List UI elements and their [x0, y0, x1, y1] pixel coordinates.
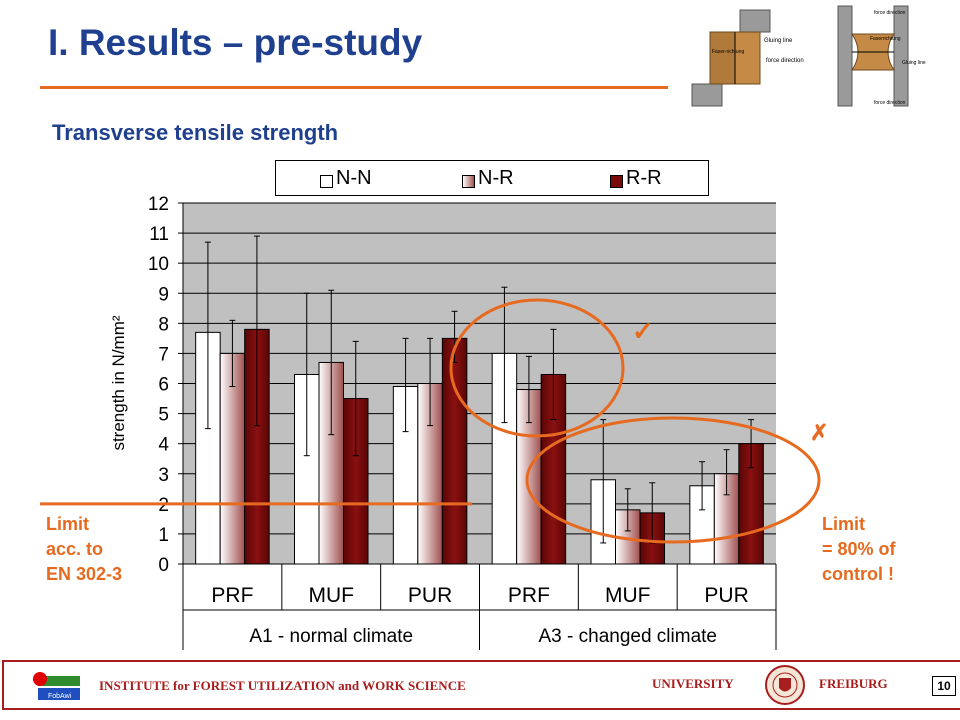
- specimen-diagram-right: force direction Faserrichtung Gluing lin…: [837, 5, 926, 107]
- specimen-diagram-left: Faser-richtung Gluing line force directi…: [691, 9, 804, 107]
- bar: [294, 373, 320, 565]
- y-tick-label: 2: [158, 495, 169, 516]
- y-tick-label: 4: [158, 435, 169, 456]
- legend-swatch-nn: [320, 175, 333, 188]
- diagram-label-gluing-right: Gluing line: [902, 60, 926, 66]
- y-tick-label: 9: [158, 284, 169, 305]
- legend-swatch-rr: [610, 175, 623, 188]
- diagram-label-faser: Faser-richtung: [712, 49, 744, 55]
- limit-right-note: Limit = 80% of control !: [822, 512, 896, 587]
- y-tick-label: 12: [148, 194, 169, 215]
- legend-swatch-nr: [462, 175, 475, 188]
- y-tick-label: 8: [158, 314, 169, 335]
- y-tick-label: 0: [158, 555, 169, 576]
- limit-left-line-1: Limit: [46, 514, 89, 534]
- university-seal-icon: [765, 665, 805, 705]
- diagram-label-faserrichtung: Faserrichtung: [870, 36, 901, 42]
- y-tick-label: 3: [158, 465, 169, 486]
- title-underline: [40, 86, 668, 89]
- group-label: A1 - normal climate: [249, 626, 413, 647]
- diagram-label-force-bottom: force direction: [874, 100, 906, 106]
- limit-left-line-2: acc. to: [46, 539, 104, 559]
- y-tick-label: 10: [148, 254, 169, 275]
- x-tick-label: MUF: [605, 584, 651, 607]
- diagram-label-gluing: Gluing line: [764, 38, 793, 44]
- highlight-ellipse-fail: [525, 416, 821, 544]
- legend-label-nr: N-R: [478, 167, 514, 189]
- limit-left-note: Limit acc. to EN 302-3: [46, 512, 122, 587]
- diagram-label-force: force direction: [766, 58, 804, 64]
- limit-right-line-2: = 80% of: [822, 539, 896, 559]
- fobawi-logo-text: FobAwi: [48, 693, 72, 700]
- x-tick-label: MUF: [309, 584, 355, 607]
- y-tick-label: 6: [158, 375, 169, 396]
- y-tick-label: 1: [158, 525, 169, 546]
- limit-left-line-3: EN 302-3: [46, 564, 123, 584]
- bar: [441, 337, 468, 565]
- limit-right-line-3: control !: [822, 564, 894, 584]
- y-axis-label: strength in N/mm²: [109, 315, 128, 450]
- x-tick-label: PRF: [211, 584, 253, 607]
- limit-right-line-1: Limit: [822, 514, 865, 534]
- highlight-ellipse-pass: [449, 298, 625, 438]
- footer-bar: FobAwi INSTITUTE for FOREST UTILIZATION …: [2, 660, 960, 710]
- y-tick-label: 5: [158, 405, 169, 426]
- x-tick-label: PRF: [508, 584, 550, 607]
- institute-name: INSTITUTE for FOREST UTILIZATION and WOR…: [99, 678, 466, 693]
- cross-mark-icon: ✗: [810, 420, 829, 445]
- page-number: 10: [932, 676, 956, 696]
- diagram-label-force-top: force direction: [874, 10, 906, 16]
- city-label: FREIBURG: [819, 676, 888, 691]
- y-tick-label: 7: [158, 344, 169, 365]
- x-tick-label: PUR: [408, 584, 452, 607]
- university-label: UNIVERSITY: [652, 676, 734, 691]
- page-subtitle: Transverse tensile strength: [52, 120, 339, 145]
- x-tick-label: PUR: [704, 584, 748, 607]
- page-title: I. Results – pre-study: [48, 22, 423, 63]
- fobawi-logo: FobAwi: [33, 672, 80, 700]
- check-mark-icon: ✓: [632, 316, 654, 346]
- legend-label-nn: N-N: [336, 167, 372, 189]
- group-label: A3 - changed climate: [539, 626, 718, 647]
- legend-label-rr: R-R: [626, 167, 662, 189]
- y-tick-label: 11: [149, 224, 169, 245]
- chart-legend: N-N N-R R-R: [275, 160, 709, 196]
